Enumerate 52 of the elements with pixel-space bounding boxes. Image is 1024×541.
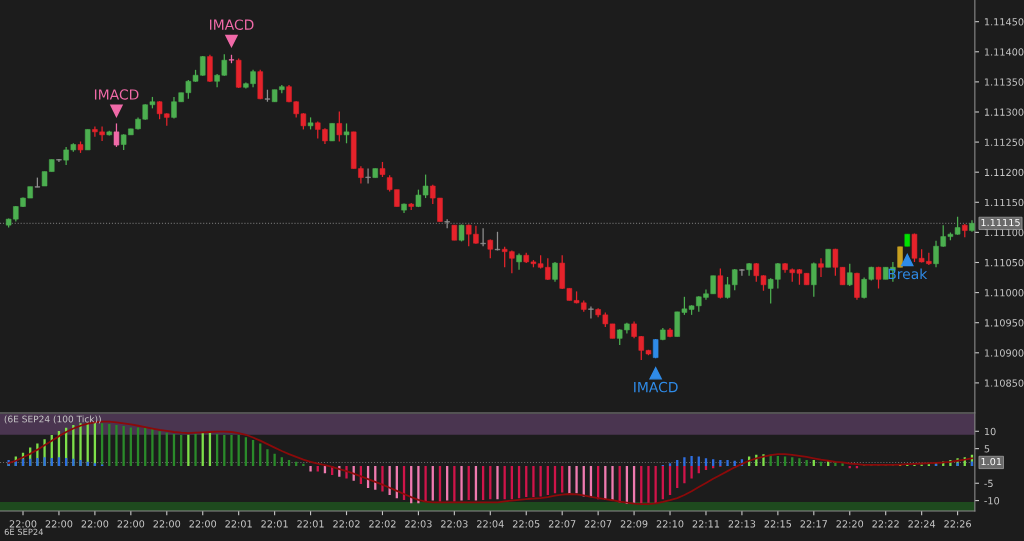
x-tick-label: 22:07 bbox=[548, 520, 576, 528]
x-tick-label: 22:00 bbox=[117, 520, 145, 528]
y-tick-label: 10 bbox=[984, 427, 996, 436]
y-tick-label: 1.10950 bbox=[984, 319, 1024, 327]
x-tick-label: 22:02 bbox=[333, 520, 360, 528]
x-tick-label: 22:01 bbox=[225, 520, 252, 528]
x-tick-label: 22:10 bbox=[656, 520, 684, 528]
x-tick-label: 22:00 bbox=[45, 520, 73, 528]
ref-line-label: 1.11115 bbox=[981, 218, 1020, 227]
x-tick-label: 22:00 bbox=[189, 520, 217, 528]
y-tick-label: 1.11250 bbox=[984, 138, 1024, 146]
y-tick-label: 1.11400 bbox=[984, 48, 1024, 56]
x-tick-label: 22:03 bbox=[405, 520, 432, 528]
y-tick-label: 1.11050 bbox=[984, 258, 1024, 267]
y-tick-label: 5 bbox=[984, 445, 990, 453]
x-tick-label: 22:00 bbox=[81, 520, 109, 528]
ref-line-label: 1.01 bbox=[981, 457, 1002, 466]
x-tick-label: 22:22 bbox=[872, 520, 899, 528]
x-tick-label: 22:09 bbox=[620, 520, 648, 528]
data-label: IMACD bbox=[94, 89, 139, 100]
x-tick-label: 22:02 bbox=[369, 520, 396, 528]
x-tick-label: 22:03 bbox=[441, 520, 468, 528]
x-tick-label: 22:05 bbox=[512, 520, 540, 528]
x-tick-label: 22:17 bbox=[800, 520, 827, 528]
x-tick-label: 22:11 bbox=[692, 520, 720, 528]
x-tick-label: 22:01 bbox=[261, 520, 288, 528]
data-label: IMACD bbox=[634, 381, 678, 393]
x-tick-label: 22:04 bbox=[477, 520, 504, 528]
x-tick-label: 22:24 bbox=[908, 520, 936, 528]
y-tick-label: -10 bbox=[984, 497, 1000, 505]
y-tick-label: 1.11100 bbox=[984, 228, 1024, 237]
data-label: Break bbox=[888, 268, 928, 280]
chart-title: (6E SEP24 (100 Tick)) bbox=[4, 415, 101, 424]
y-tick-label: 1.11450 bbox=[984, 18, 1024, 26]
x-tick-label: 22:13 bbox=[728, 520, 756, 528]
y-tick-label: 1.11150 bbox=[984, 198, 1024, 207]
x-tick-label: 22:20 bbox=[836, 520, 864, 528]
text: 6E SEP24 bbox=[4, 528, 44, 536]
y-tick-label: 1.10900 bbox=[984, 349, 1024, 357]
x-tick-label: 22:00 bbox=[9, 520, 37, 528]
y-tick-label: -5 bbox=[984, 479, 993, 488]
x-tick-label: 22:07 bbox=[584, 520, 612, 528]
x-tick-label: 22:01 bbox=[297, 520, 324, 528]
y-tick-label: 1.11350 bbox=[984, 78, 1024, 86]
y-tick-label: 1.11300 bbox=[984, 108, 1024, 116]
data-label: IMACD bbox=[209, 19, 254, 30]
x-tick-label: 22:26 bbox=[944, 520, 971, 528]
x-tick-label: 22:15 bbox=[764, 520, 792, 528]
x-tick-label: 22:00 bbox=[153, 520, 181, 528]
y-tick-label: 1.10850 bbox=[984, 379, 1024, 387]
y-tick-label: 1.11000 bbox=[984, 289, 1024, 297]
y-tick-label: 1.11200 bbox=[984, 168, 1024, 177]
